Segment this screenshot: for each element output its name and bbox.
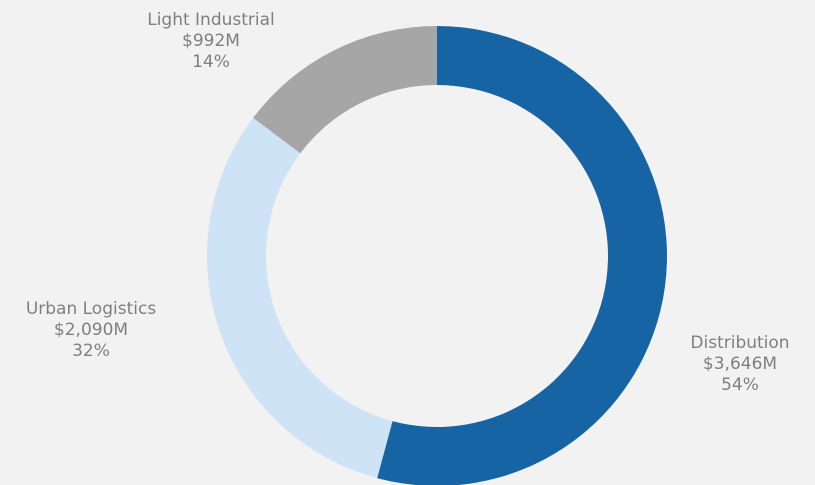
slice-percent: 32% — [72, 341, 110, 361]
slice-percent: 14% — [192, 52, 230, 72]
slice-amount: $3,646M — [702, 354, 778, 374]
slice-name: Urban Logistics — [25, 299, 157, 319]
slice-amount: $992M — [182, 31, 240, 51]
slice-distribution — [377, 26, 667, 485]
slice-name: Distribution — [690, 333, 790, 353]
slice-label-distribution: Distribution $3,646M 54% — [690, 333, 789, 396]
slice-light-industrial — [253, 25, 437, 154]
slice-urban-logistics — [207, 117, 393, 479]
slice-label-urban-logistics: Urban Logistics $2,090M 32% — [26, 299, 156, 362]
slice-amount: $2,090M — [53, 320, 129, 340]
slice-percent: 54% — [721, 375, 759, 395]
slice-name: Light Industrial — [147, 10, 275, 30]
slice-label-light-industrial: Light Industrial $992M 14% — [147, 10, 275, 73]
